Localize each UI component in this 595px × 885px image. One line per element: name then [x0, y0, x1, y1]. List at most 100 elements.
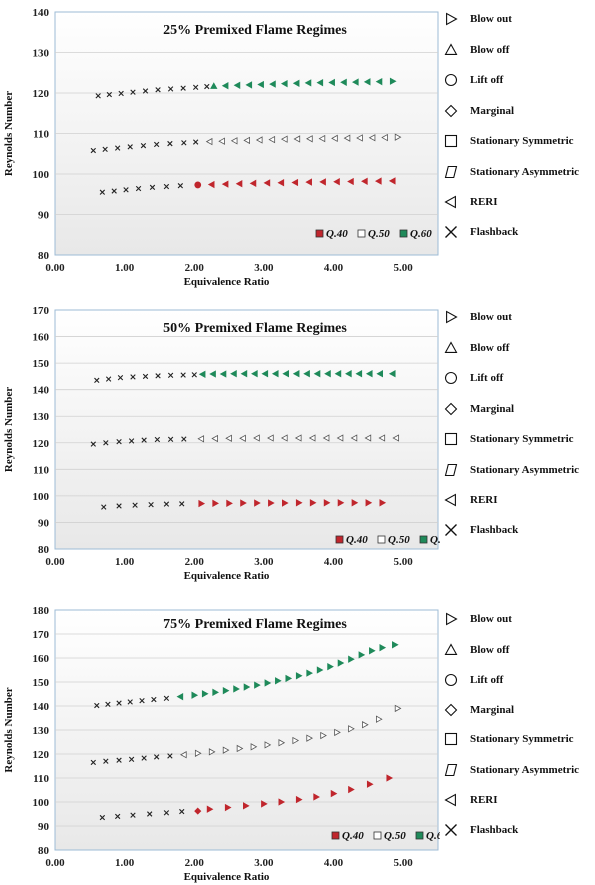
square-marker [444, 134, 458, 148]
chart-25-percent: 80 90 100 110 120 130 140 0.00 1.00 2.00 3.00 4.00 5… [3, 7, 439, 288]
flashback-point [130, 89, 136, 95]
x-tick-label: 4.00 [324, 857, 344, 869]
flashback-point [127, 144, 133, 150]
flashback-point [103, 440, 109, 446]
flashback-point [114, 813, 121, 820]
data-point [304, 79, 312, 87]
data-point [378, 434, 386, 442]
y-tick-label: 130 [33, 411, 50, 423]
data-point [269, 80, 276, 88]
legend-item-triangle-left: RERI [440, 490, 498, 510]
data-point [239, 434, 246, 442]
y-tick-label: 120 [33, 88, 50, 100]
flashback-point [167, 86, 174, 92]
flashback-point [90, 441, 96, 447]
legend-label: Q.60 [426, 830, 440, 842]
x-tick-label: 5.00 [394, 262, 414, 274]
data-point [388, 370, 396, 378]
y-tick-label: 140 [33, 701, 50, 713]
diamond-marker [444, 104, 458, 118]
y-tick-label: 150 [33, 358, 50, 370]
x-tick-label: 3.00 [254, 556, 274, 568]
data-point [348, 655, 355, 663]
flashback-point [95, 93, 101, 99]
triangle-right-icon [446, 12, 458, 26]
legend-label: Q.40 [342, 830, 364, 842]
data-point [293, 135, 301, 143]
y-tick-label: 100 [33, 169, 50, 181]
data-point [280, 135, 288, 143]
flashback-point [116, 439, 122, 445]
data-point [336, 434, 344, 442]
y-tick-label: 140 [33, 385, 50, 397]
data-point [233, 685, 240, 693]
data-point [212, 688, 219, 696]
flashback-point [114, 145, 121, 151]
flashback-point [180, 372, 186, 378]
data-point [331, 134, 338, 143]
flashback-point [99, 189, 106, 195]
x-tick-label: 0.00 [45, 556, 65, 568]
data-point [222, 746, 230, 754]
data-point [255, 136, 263, 144]
series-legend: Q.40 Q.50 Q.60 [331, 830, 440, 842]
data-point [264, 741, 272, 749]
data-point [209, 370, 216, 378]
series-Q.50 [90, 704, 402, 766]
square-marker [444, 432, 458, 446]
data-point [362, 721, 369, 729]
cross-icon [445, 226, 457, 238]
x-tick-label: 2.00 [185, 556, 205, 568]
triangle-left-marker [444, 195, 456, 209]
data-point [230, 137, 238, 145]
legend-item-diamond: Marginal [440, 399, 514, 419]
flashback-point [140, 142, 147, 149]
data-point [282, 370, 289, 378]
data-point [240, 499, 247, 507]
series-legend: Q.40 Q.50 Q.60 [315, 228, 432, 240]
y-tick-label: 110 [33, 464, 49, 476]
data-point [381, 133, 388, 142]
triangle-left-icon [444, 195, 456, 209]
triangle-right-marker [446, 310, 458, 324]
legend-label: Flashback [470, 824, 519, 836]
data-point [264, 679, 272, 687]
flashback-point [167, 140, 173, 147]
data-point [236, 744, 244, 753]
flashback-point [101, 504, 107, 510]
flashback-point [151, 696, 157, 703]
data-point [392, 641, 399, 649]
legend-swatch [415, 831, 424, 840]
y-tick-label: 90 [38, 821, 50, 833]
data-point [320, 731, 327, 740]
x-tick-label: 4.00 [324, 262, 344, 274]
y-axis-label: Reynolds Number [3, 687, 15, 772]
data-point [294, 434, 302, 442]
legend-label: Flashback [470, 226, 519, 238]
x-axis-label: Equivalence Ratio [184, 570, 270, 582]
flashback-point [177, 183, 184, 189]
y-tick-label: 180 [33, 605, 50, 617]
legend-item-diamond: Marginal [440, 700, 514, 720]
legend-item-square: Stationary Symmetric [440, 429, 574, 449]
legend-label: Stationary Asymmetric [470, 764, 580, 776]
data-point [292, 79, 300, 87]
data-point [245, 81, 253, 89]
data-point [280, 434, 288, 442]
data-point [358, 651, 366, 659]
legend-swatch [419, 535, 428, 544]
data-point [306, 734, 313, 742]
legend-label: Blow out [470, 311, 512, 323]
data-point [211, 434, 218, 443]
flashback-point [106, 91, 113, 98]
data-point [243, 136, 250, 145]
flashback-point [130, 812, 136, 818]
legend-item-triangle-left: RERI [440, 790, 498, 810]
series-Q.60 [94, 370, 396, 384]
data-point [257, 80, 264, 89]
circle-marker [444, 673, 458, 687]
data-point [263, 179, 271, 187]
flashback-point [127, 699, 133, 705]
y-tick-label: 100 [33, 491, 50, 503]
flashback-point [142, 88, 149, 94]
